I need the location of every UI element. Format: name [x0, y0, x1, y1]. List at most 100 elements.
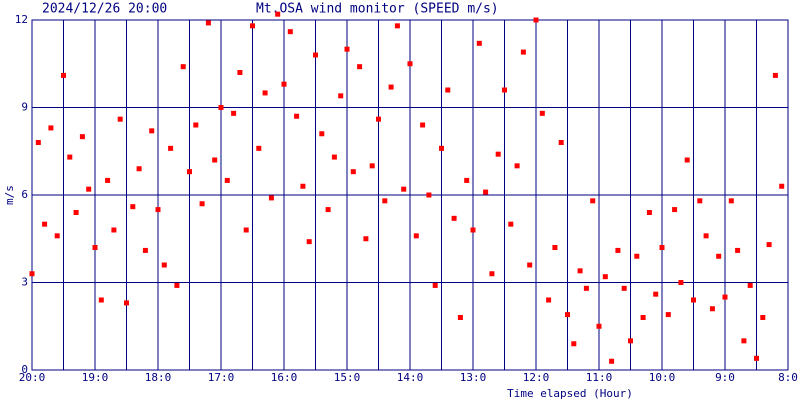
point [174, 282, 180, 288]
point [294, 113, 300, 119]
point [29, 271, 35, 277]
point [338, 93, 344, 99]
point [722, 294, 728, 300]
point [665, 312, 671, 318]
point [117, 116, 123, 122]
point [615, 247, 621, 253]
point [67, 154, 73, 160]
point [489, 271, 495, 277]
point [457, 315, 463, 320]
point [413, 233, 419, 239]
point [697, 198, 703, 204]
y-tick-label: 6 [21, 188, 28, 201]
point [602, 274, 608, 280]
point [98, 297, 104, 303]
point [350, 169, 356, 175]
point [407, 61, 413, 67]
point [237, 70, 243, 75]
chart-title: Mt.OSA wind monitor (SPEED m/s) [256, 2, 499, 17]
point [149, 128, 155, 134]
point [684, 157, 690, 163]
point [741, 338, 747, 344]
point [709, 306, 715, 312]
point [653, 291, 659, 297]
point [111, 227, 117, 233]
x-tick-label: 8:0 [778, 371, 798, 384]
point [470, 227, 476, 233]
point [779, 183, 785, 189]
point [495, 151, 501, 157]
y-tick-label: 0 [21, 363, 28, 376]
x-tick-label: 11:0 [586, 371, 613, 384]
x-tick-label: 18:0 [145, 371, 172, 384]
plot-frame [31, 19, 789, 371]
point [136, 166, 142, 172]
point [388, 84, 394, 90]
point [61, 72, 66, 78]
point [483, 189, 489, 195]
point [514, 163, 520, 169]
y-tick-label: 3 [21, 276, 28, 289]
point [426, 192, 432, 198]
point [533, 17, 539, 23]
point [218, 105, 224, 110]
x-tick-label: 17:0 [208, 371, 235, 384]
point [565, 312, 570, 318]
point [313, 52, 318, 58]
point [766, 242, 772, 248]
x-tick-label: 15:0 [334, 371, 361, 384]
x-axis-label: Time elapsed (Hour) [507, 387, 633, 400]
point [243, 227, 249, 233]
point [502, 87, 507, 93]
point [508, 221, 514, 227]
x-tick-label: 19:0 [82, 371, 109, 384]
point [105, 177, 111, 183]
x-tick-label: 13:0 [460, 371, 487, 384]
point [357, 64, 363, 70]
point [205, 20, 211, 26]
point [678, 280, 684, 285]
point [231, 110, 237, 116]
point [306, 239, 312, 245]
point [735, 247, 741, 253]
y-tick-label: 12 [15, 13, 28, 26]
point [439, 145, 444, 151]
point [287, 29, 293, 35]
point [142, 247, 148, 253]
point [268, 195, 274, 201]
point [640, 315, 646, 320]
point [382, 198, 388, 204]
point [300, 183, 306, 189]
point [760, 315, 766, 320]
point [577, 268, 583, 274]
point [621, 285, 627, 291]
point [552, 245, 558, 250]
point [728, 198, 734, 204]
point [432, 282, 438, 288]
point [716, 253, 722, 259]
point [275, 11, 281, 17]
point [558, 140, 564, 145]
point [520, 49, 526, 55]
point [331, 154, 337, 160]
point [199, 201, 205, 207]
point [42, 221, 48, 227]
point [646, 210, 652, 215]
point [369, 163, 375, 169]
point [527, 262, 533, 268]
point [79, 134, 85, 140]
point [48, 125, 54, 131]
point [420, 122, 426, 128]
point [344, 46, 350, 52]
point [476, 40, 482, 46]
point [464, 177, 470, 183]
point [92, 245, 98, 250]
y-tick-label: 9 [21, 101, 28, 114]
point [212, 157, 218, 163]
point [394, 23, 400, 29]
point [451, 215, 457, 221]
x-tick-label: 20:0 [19, 371, 46, 384]
point [161, 262, 167, 268]
date-label: 2024/12/26 20:00 [42, 2, 167, 17]
